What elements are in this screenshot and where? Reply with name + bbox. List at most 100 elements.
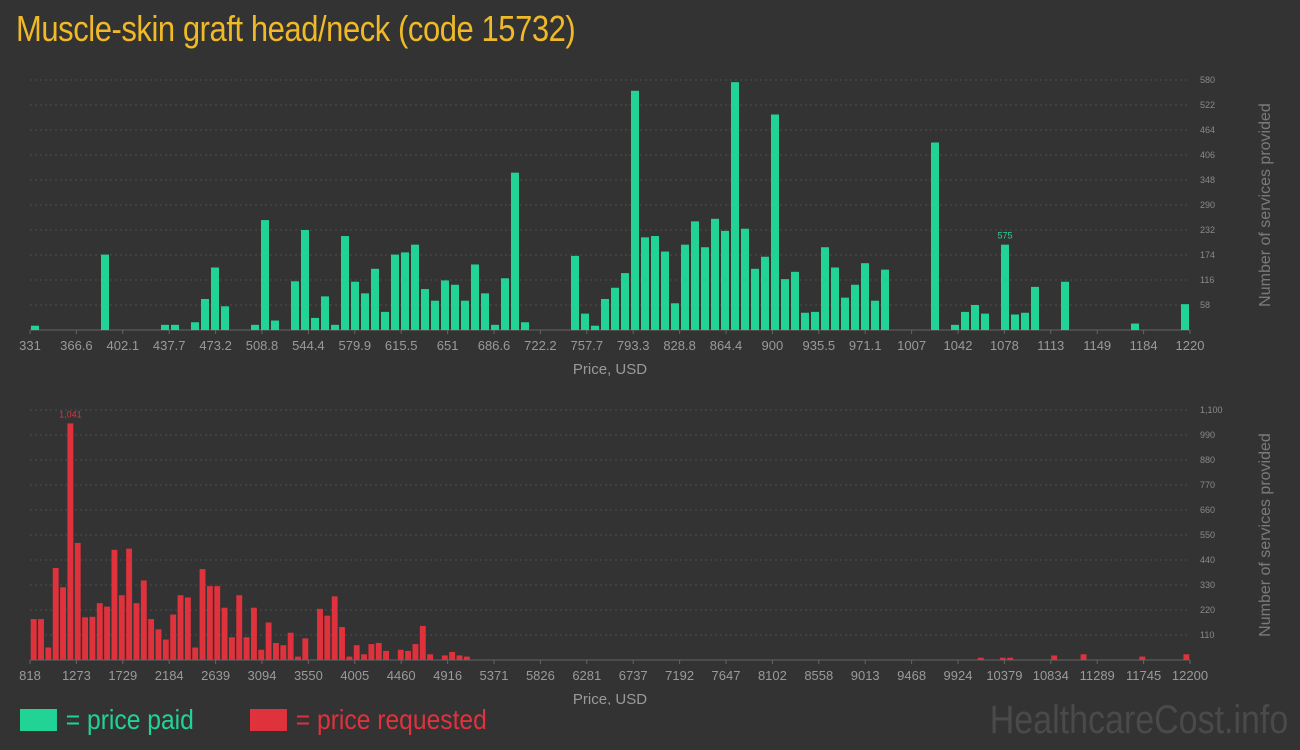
bar bbox=[471, 264, 479, 330]
bar bbox=[449, 652, 456, 660]
x-tick-label: 2639 bbox=[201, 668, 230, 683]
x-tick-label: 615.5 bbox=[385, 338, 418, 353]
x-tick-label: 651 bbox=[437, 338, 459, 353]
x-tick-label: 1273 bbox=[62, 668, 91, 683]
bar bbox=[581, 313, 589, 330]
x-tick-label: 508.8 bbox=[246, 338, 279, 353]
bar bbox=[250, 607, 257, 660]
bar bbox=[375, 642, 382, 660]
y-tick-label: 116 bbox=[1200, 275, 1214, 285]
x-tick-label: 9013 bbox=[851, 668, 880, 683]
bar bbox=[201, 298, 209, 330]
bar bbox=[82, 617, 88, 660]
x-tick-label: 473.2 bbox=[199, 338, 232, 353]
bar bbox=[1011, 314, 1019, 330]
bar bbox=[441, 655, 448, 660]
bar bbox=[30, 619, 37, 660]
x-tick-label: 579.9 bbox=[339, 338, 372, 353]
bar bbox=[265, 622, 272, 660]
x-tick-label: 1729 bbox=[108, 668, 137, 683]
x-tick-label: 818 bbox=[19, 668, 41, 683]
bar bbox=[89, 616, 96, 660]
bar bbox=[353, 645, 360, 660]
bar bbox=[101, 254, 109, 330]
x-tick-label: 11745 bbox=[1126, 668, 1161, 683]
bar bbox=[821, 247, 829, 330]
bar bbox=[1080, 654, 1087, 660]
bar bbox=[301, 230, 309, 330]
bar bbox=[931, 142, 939, 330]
y-tick-label: 1,100 bbox=[1200, 405, 1223, 415]
bar bbox=[324, 615, 331, 660]
y-tick-label: 580 bbox=[1200, 75, 1215, 85]
x-tick-label: 4005 bbox=[340, 668, 369, 683]
x-tick-label: 10834 bbox=[1033, 668, 1069, 683]
x-tick-label: 8102 bbox=[758, 668, 787, 683]
bar bbox=[412, 644, 419, 660]
x-tick-label: 366.6 bbox=[60, 338, 93, 353]
x-tick-label: 544.4 bbox=[292, 338, 325, 353]
x-tick-label: 722.2 bbox=[524, 338, 557, 353]
bar bbox=[881, 269, 889, 330]
bar bbox=[951, 324, 959, 330]
x-tick-label: 402.1 bbox=[107, 338, 140, 353]
x-tick-label: 3550 bbox=[294, 668, 323, 683]
bar bbox=[421, 289, 429, 330]
bar bbox=[463, 656, 470, 660]
x-tick-label: 935.5 bbox=[803, 338, 836, 353]
bar bbox=[184, 597, 191, 660]
bar bbox=[1061, 281, 1069, 330]
bar bbox=[397, 649, 404, 660]
bar bbox=[171, 324, 179, 330]
bar bbox=[681, 244, 689, 330]
bar bbox=[161, 324, 169, 330]
bar bbox=[791, 271, 799, 330]
y-tick-label: 290 bbox=[1200, 200, 1215, 210]
bar bbox=[591, 325, 599, 330]
y-tick-label: 770 bbox=[1200, 480, 1215, 490]
bar bbox=[651, 236, 659, 330]
bar bbox=[273, 642, 279, 660]
bar bbox=[155, 629, 162, 660]
bar bbox=[96, 603, 103, 660]
bar bbox=[221, 607, 228, 660]
bar bbox=[339, 627, 345, 660]
x-tick-label: 4916 bbox=[433, 668, 462, 683]
bar bbox=[611, 287, 619, 330]
x-tick-label: 1220 bbox=[1176, 338, 1205, 353]
x-tick-label: 1078 bbox=[990, 338, 1019, 353]
bar bbox=[491, 324, 499, 330]
bar bbox=[228, 637, 235, 660]
bar bbox=[456, 655, 463, 660]
bar bbox=[258, 649, 265, 660]
bar bbox=[381, 311, 389, 330]
bar bbox=[771, 114, 779, 330]
bar bbox=[295, 656, 301, 660]
bar bbox=[631, 90, 639, 330]
x-tick-label: 4460 bbox=[387, 668, 416, 683]
bar bbox=[977, 657, 984, 660]
bar bbox=[461, 300, 469, 330]
bar bbox=[104, 606, 111, 660]
bar bbox=[126, 548, 133, 660]
bar bbox=[431, 300, 439, 330]
bar bbox=[251, 324, 259, 330]
bar bbox=[371, 268, 379, 330]
bar bbox=[711, 218, 719, 330]
x-tick-label: 1184 bbox=[1130, 338, 1158, 353]
legend-label-paid: = price paid bbox=[65, 704, 194, 735]
x-tick-label: 828.8 bbox=[663, 338, 696, 353]
bar bbox=[311, 317, 319, 330]
bar bbox=[571, 255, 579, 330]
legend-price-paid: = price paid bbox=[20, 704, 194, 735]
y-tick-label: 440 bbox=[1200, 555, 1215, 565]
x-tick-label: 331 bbox=[19, 338, 41, 353]
bar bbox=[383, 650, 390, 660]
x-tick-label: 1007 bbox=[897, 338, 926, 353]
bar bbox=[191, 322, 199, 330]
bar bbox=[405, 650, 412, 660]
bar bbox=[148, 619, 155, 660]
bar bbox=[801, 312, 809, 330]
x-tick-label: 3094 bbox=[248, 668, 277, 683]
bar bbox=[721, 230, 729, 330]
